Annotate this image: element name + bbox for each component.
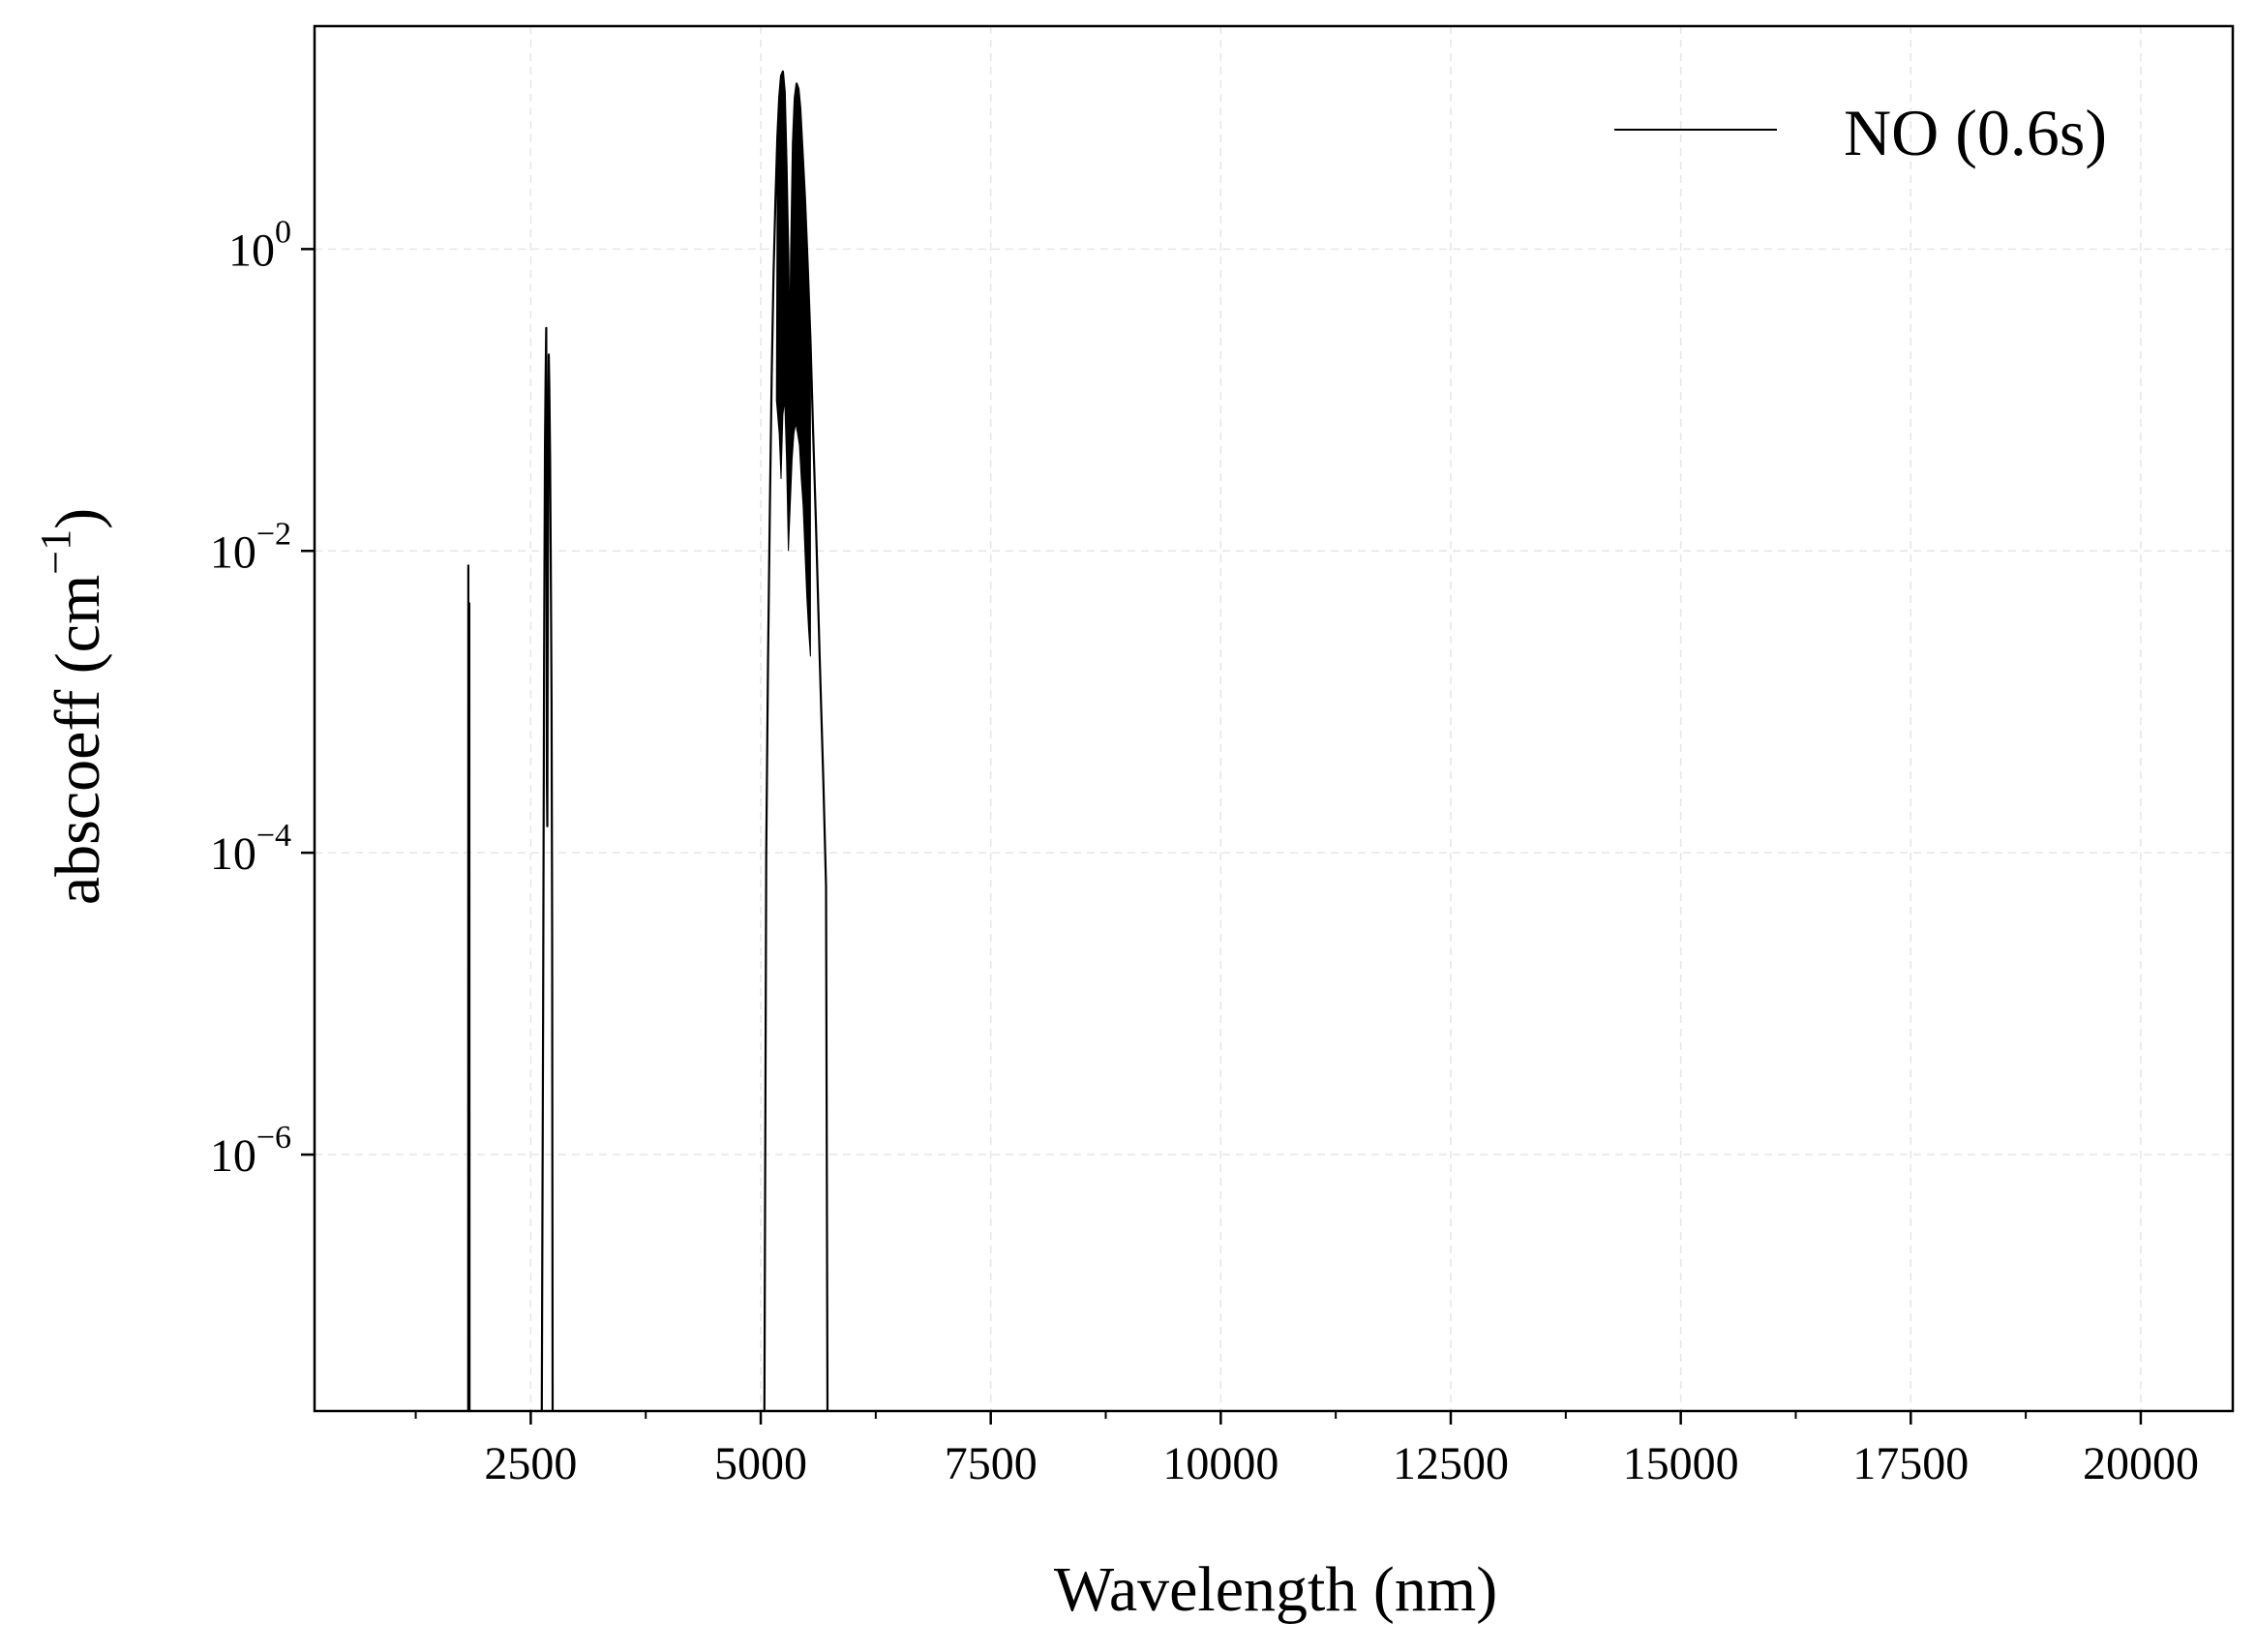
y-tick-label: 10−4: [210, 818, 291, 880]
x-tick-label: 5000: [714, 1438, 807, 1489]
legend: NO (0.6s): [1614, 96, 2107, 169]
plot-frame: [313, 24, 2235, 1413]
x-tick-label: 2500: [484, 1438, 577, 1489]
series-line: [763, 70, 829, 1412]
legend-label-no: NO (0.6s): [1844, 96, 2107, 169]
series-band-0: [466, 564, 471, 1413]
x-tick-label: 17500: [1852, 1438, 1969, 1489]
series-band-1: [540, 326, 555, 1412]
svg-text:abscoeff (cm−1): abscoeff (cm−1): [32, 508, 113, 905]
x-tick-label: 12500: [1393, 1438, 1509, 1489]
series-line: [540, 326, 555, 1412]
x-axis: 2500 5000 7500 10000 12500 15000 17500 20000: [414, 1411, 2199, 1489]
y-tick-label: 10−6: [210, 1120, 291, 1182]
grid: [315, 26, 2233, 1411]
y-axis-title-main: abscoeff (cm: [43, 575, 113, 905]
x-axis-title: Wavelength (nm): [1054, 1554, 1497, 1625]
x-tick-label: 10000: [1162, 1438, 1278, 1489]
series-line: [466, 564, 471, 1413]
y-axis: 100 10−2 10−4 10−6: [210, 214, 315, 1182]
series-band-2: [763, 70, 829, 1412]
x-tick-label: 7500: [945, 1438, 1038, 1489]
x-tick-label: 20000: [2083, 1438, 2199, 1489]
y-axis-title-sup: −1: [32, 529, 79, 575]
y-axis-title-close: ): [43, 508, 113, 529]
y-axis-title: abscoeff (cm−1): [32, 508, 113, 905]
y-tick-label: 100: [228, 214, 291, 276]
y-tick-label: 10−2: [210, 516, 291, 578]
x-tick-label: 15000: [1623, 1438, 1739, 1489]
